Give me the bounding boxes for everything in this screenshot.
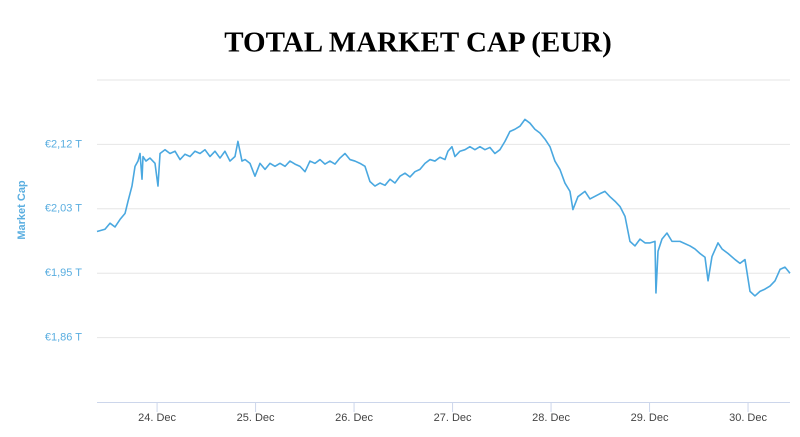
x-tick-label: 27. Dec: [434, 412, 472, 424]
x-tick-label: 28. Dec: [532, 412, 570, 424]
y-axis-title: Market Cap: [16, 180, 28, 240]
y-tick-label: €2,03 T: [45, 203, 82, 215]
x-tick-label: 24. Dec: [138, 412, 176, 424]
chart-title: TOTAL MARKET CAP (EUR): [224, 27, 612, 59]
x-tick-label: 25. Dec: [237, 412, 275, 424]
line: [96, 118, 791, 297]
x-tick-label: 26. Dec: [335, 412, 373, 424]
x-tick-label: 29. Dec: [631, 412, 669, 424]
y-tick-label: €1,95 T: [45, 267, 82, 279]
y-tick-label: €2,12 T: [45, 138, 82, 150]
y-tick-label: €1,86 T: [45, 332, 82, 344]
x-tick-label: 30. Dec: [729, 412, 767, 424]
